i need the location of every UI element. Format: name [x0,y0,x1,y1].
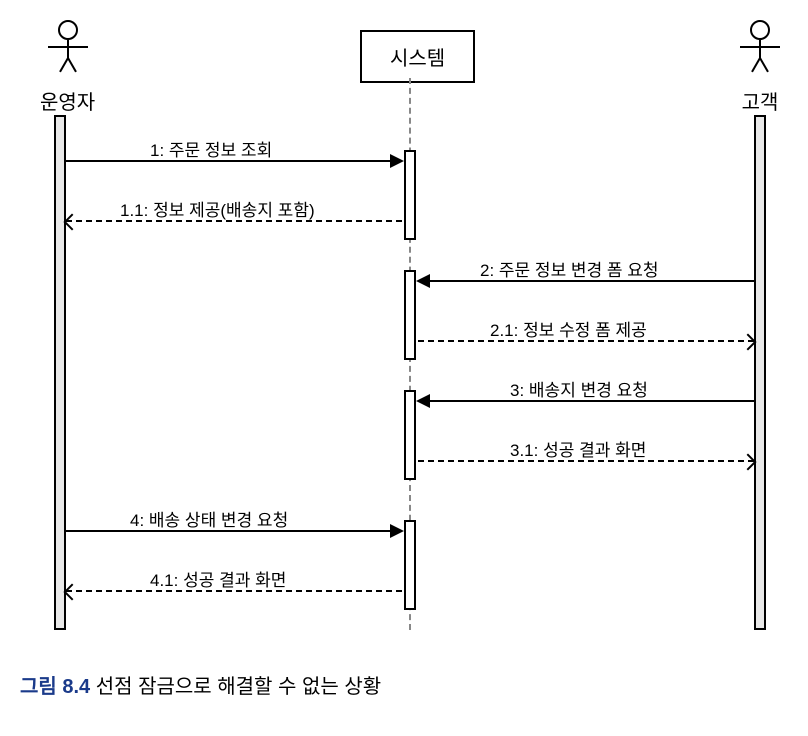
message-4-label: 4: 배송 상태 변경 요청 [130,506,288,531]
message-2-1-label: 2.1: 정보 수정 폼 제공 [490,316,647,341]
activation-box [404,390,416,480]
actor-operator-label: 운영자 [40,86,95,115]
sequence-diagram: 운영자 시스템 고객 1: 주문 정보 조회 1.1: 정보 제공(배송지 포함… [20,20,788,716]
lifeline-operator [54,115,66,630]
message-1-1-label: 1.1: 정보 제공(배송지 포함) [120,196,315,221]
arrow-left-icon [416,274,430,288]
arrow-right-icon [390,524,404,538]
arrow-left-icon [64,584,81,601]
actor-customer-label: 고객 [740,86,780,115]
arrow-left-icon [416,394,430,408]
message-4-1-label: 4.1: 성공 결과 화면 [150,566,286,591]
lifeline-customer [754,115,766,630]
message-3-label: 3: 배송지 변경 요청 [510,376,648,401]
arrow-left-icon [64,214,81,231]
participant-system-label: 시스템 [390,48,445,70]
figure-number: 그림 8.4 [20,676,90,698]
message-2-label: 2: 주문 정보 변경 폼 요청 [480,256,659,281]
arrow-right-icon [390,154,404,168]
activation-box [404,520,416,610]
figure-caption: 그림 8.4 선점 잠금으로 해결할 수 없는 상황 [20,670,381,699]
actor-customer: 고객 [740,20,780,115]
activation-box [404,270,416,360]
message-3-1-label: 3.1: 성공 결과 화면 [510,436,646,461]
activation-box [404,150,416,240]
figure-caption-text: 선점 잠금으로 해결할 수 없는 상황 [96,676,381,698]
participant-system: 시스템 [360,30,475,83]
message-1-label: 1: 주문 정보 조회 [150,136,272,161]
actor-operator: 운영자 [40,20,95,115]
